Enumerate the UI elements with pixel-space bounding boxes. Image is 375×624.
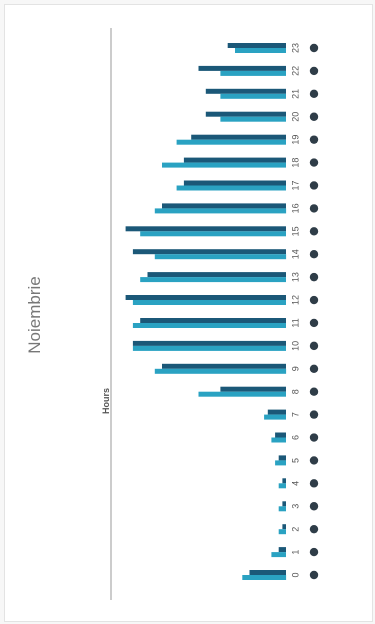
tick-label-20: 20 bbox=[290, 112, 300, 122]
bar-a-18 bbox=[183, 157, 286, 163]
tick-label-14: 14 bbox=[290, 249, 300, 259]
bar-b-8 bbox=[198, 391, 286, 397]
hour-marker-icon-19 bbox=[309, 135, 319, 144]
bar-a-22 bbox=[198, 65, 286, 71]
bar-a-9 bbox=[162, 363, 286, 369]
tick-label-15: 15 bbox=[290, 226, 300, 236]
hour-marker-icon-15 bbox=[309, 227, 319, 236]
bar-b-12 bbox=[132, 300, 286, 305]
tick-label-22: 22 bbox=[290, 66, 300, 76]
tick-label-2: 2 bbox=[290, 527, 300, 532]
tick-label-0: 0 bbox=[290, 572, 300, 577]
tick-label-18: 18 bbox=[290, 158, 300, 168]
bar-a-6 bbox=[275, 432, 286, 438]
tick-label-4: 4 bbox=[290, 481, 300, 486]
bar-b-14 bbox=[154, 254, 287, 260]
bar-b-23 bbox=[235, 48, 286, 53]
hour-marker-icon-1 bbox=[309, 547, 319, 557]
bar-b-11 bbox=[132, 323, 286, 328]
hour-marker-icon-22 bbox=[309, 66, 319, 76]
tick-label-5: 5 bbox=[290, 458, 300, 463]
tick-label-7: 7 bbox=[290, 412, 300, 417]
hour-marker-icon-4 bbox=[309, 479, 319, 488]
bar-a-23 bbox=[227, 43, 286, 48]
tick-label-11: 11 bbox=[290, 318, 300, 327]
hour-marker-icon-6 bbox=[309, 433, 319, 442]
bar-a-17 bbox=[183, 180, 286, 186]
hour-marker-icon-10 bbox=[309, 341, 319, 351]
tick-label-3: 3 bbox=[290, 504, 300, 509]
tick-label-1: 1 bbox=[290, 550, 300, 555]
chart-frame: Noiembrie Hours bbox=[4, 4, 373, 622]
bar-b-17 bbox=[176, 185, 286, 191]
bar-b-19 bbox=[176, 139, 286, 145]
bar-b-21 bbox=[220, 93, 286, 99]
hour-marker-icon-2 bbox=[309, 524, 319, 534]
hour-marker-icon-21 bbox=[309, 89, 319, 99]
tick-label-19: 19 bbox=[290, 135, 300, 145]
hour-marker-icon-12 bbox=[309, 295, 319, 305]
bar-b-16 bbox=[154, 208, 287, 214]
hour-marker-icon-5 bbox=[309, 456, 319, 465]
hour-marker-icon-20 bbox=[309, 112, 319, 121]
bar-a-14 bbox=[132, 249, 286, 255]
bar-a-4 bbox=[282, 478, 286, 484]
bar-b-4 bbox=[278, 483, 286, 489]
hour-marker-icon-9 bbox=[309, 364, 319, 373]
tick-label-21: 21 bbox=[290, 89, 300, 99]
bar-b-22 bbox=[220, 70, 286, 76]
hour-marker-icon-0 bbox=[309, 570, 319, 580]
bar-a-20 bbox=[205, 111, 286, 117]
bar-b-20 bbox=[220, 116, 286, 122]
hour-marker-icon-3 bbox=[309, 502, 319, 511]
tick-label-10: 10 bbox=[290, 341, 300, 351]
bar-a-19 bbox=[191, 134, 286, 140]
tick-label-12: 12 bbox=[290, 295, 300, 305]
bar-a-5 bbox=[278, 455, 286, 461]
hour-marker-icon-7 bbox=[309, 410, 319, 419]
tick-label-6: 6 bbox=[290, 435, 300, 440]
bar-b-10 bbox=[132, 345, 286, 351]
bar-b-1 bbox=[271, 552, 286, 558]
bar-a-3 bbox=[282, 501, 286, 507]
tick-label-9: 9 bbox=[290, 366, 300, 371]
tick-label-23: 23 bbox=[290, 43, 300, 53]
bar-b-3 bbox=[278, 506, 286, 512]
bar-b-13 bbox=[140, 277, 286, 283]
bar-b-18 bbox=[162, 162, 286, 168]
bar-a-10 bbox=[132, 340, 286, 346]
bar-b-9 bbox=[154, 368, 287, 374]
bar-a-0 bbox=[249, 570, 286, 575]
hour-marker-icon-23 bbox=[309, 43, 319, 53]
hour-marker-icon-8 bbox=[309, 387, 319, 396]
bar-b-15 bbox=[140, 231, 286, 237]
tick-label-13: 13 bbox=[290, 272, 300, 282]
tick-label-8: 8 bbox=[290, 389, 300, 394]
bar-b-5 bbox=[275, 460, 286, 466]
bar-a-11 bbox=[140, 318, 286, 323]
hour-marker-icon-14 bbox=[309, 250, 319, 259]
tick-label-16: 16 bbox=[290, 203, 300, 213]
tick-label-17: 17 bbox=[290, 180, 300, 190]
bar-a-8 bbox=[220, 386, 286, 392]
hour-marker-icon-13 bbox=[309, 272, 319, 282]
bar-a-2 bbox=[282, 524, 286, 530]
hour-marker-icon-16 bbox=[309, 204, 319, 213]
hour-marker-icon-11 bbox=[309, 318, 319, 328]
bar-a-21 bbox=[205, 88, 286, 94]
bar-a-7 bbox=[267, 409, 286, 415]
bar-a-12 bbox=[125, 295, 286, 300]
bar-b-2 bbox=[278, 529, 286, 535]
bar-a-15 bbox=[125, 226, 286, 232]
bar-b-0 bbox=[242, 575, 287, 580]
bar-a-16 bbox=[162, 203, 286, 209]
hour-marker-icon-18 bbox=[309, 158, 319, 167]
bar-a-13 bbox=[147, 272, 286, 278]
bar-b-6 bbox=[271, 437, 286, 443]
bar-b-7 bbox=[264, 414, 286, 420]
hour-marker-icon-17 bbox=[309, 181, 319, 190]
bar-a-1 bbox=[278, 547, 286, 553]
